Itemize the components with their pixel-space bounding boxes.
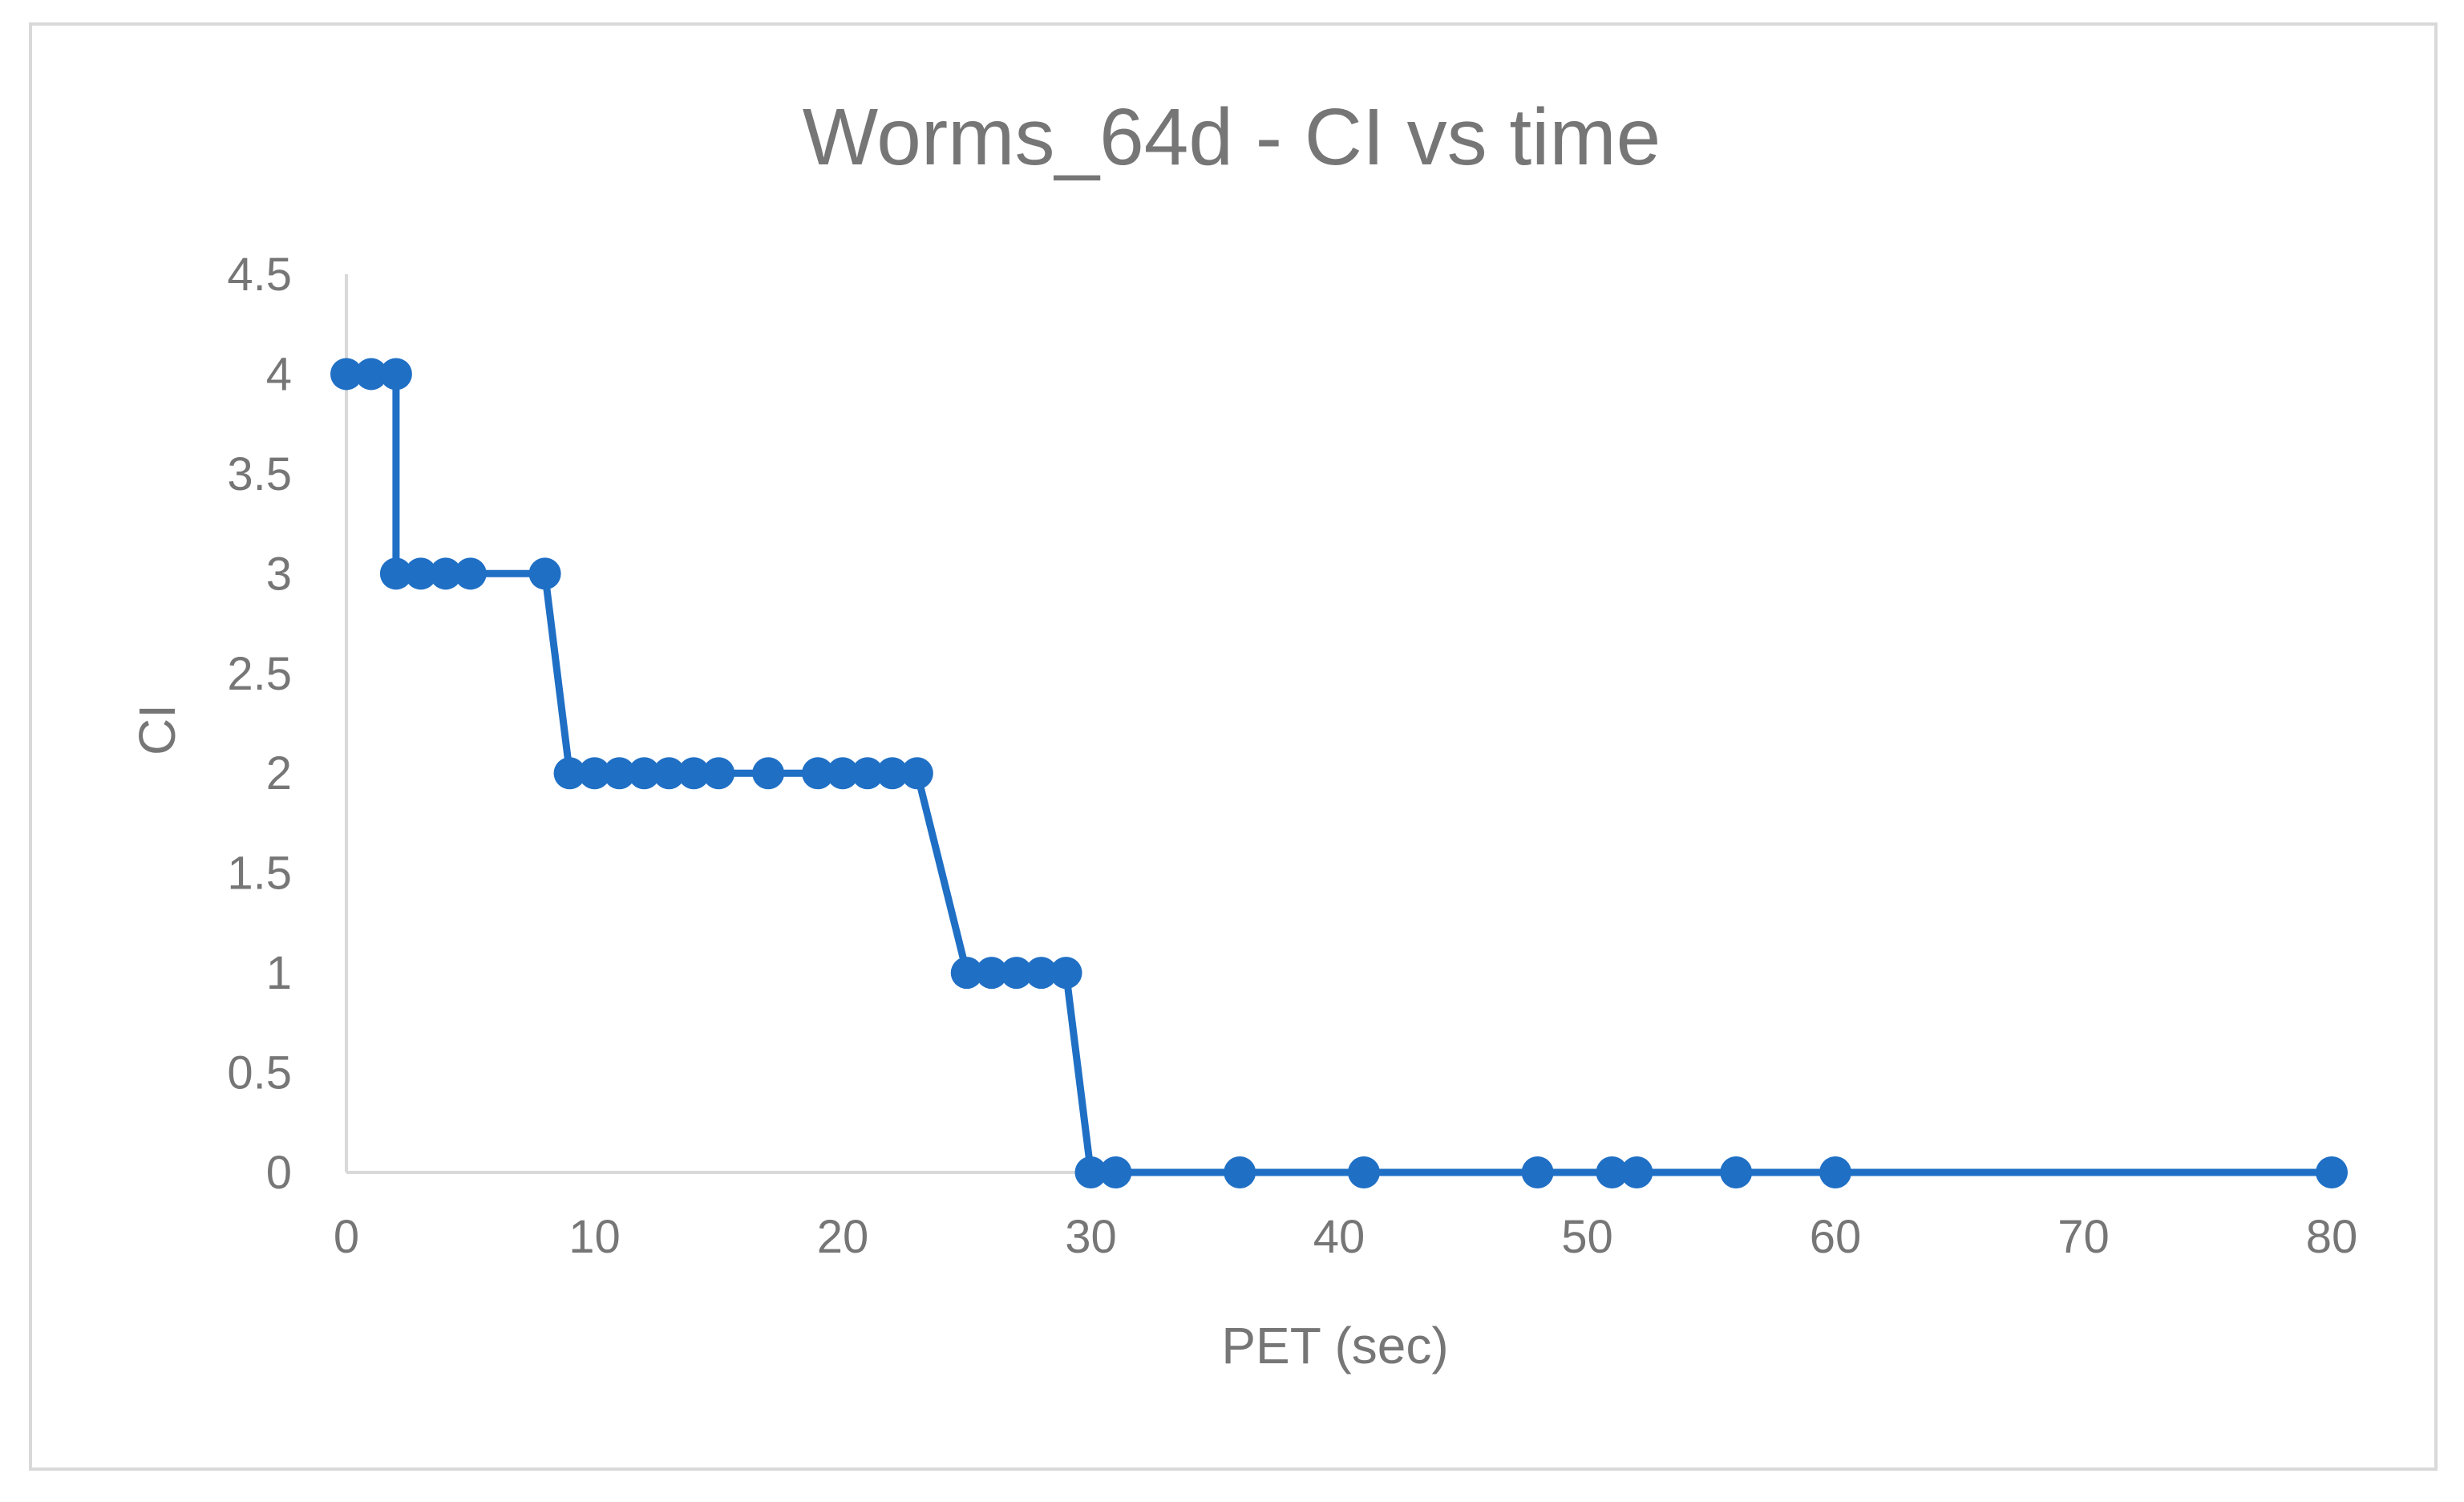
y-tick-label: 1 (266, 947, 292, 999)
data-point (404, 557, 437, 590)
y-tick-label: 4.5 (227, 249, 292, 301)
data-point (1620, 1156, 1653, 1188)
y-tick-label: 0 (266, 1147, 292, 1199)
data-point (827, 757, 859, 790)
data-point (379, 557, 412, 590)
data-point (950, 957, 983, 990)
data-point (1099, 1156, 1132, 1188)
x-axis-title: PET (sec) (1221, 1317, 1448, 1374)
data-point (1347, 1156, 1380, 1188)
y-tick-label: 2 (266, 747, 292, 800)
data-point (379, 358, 412, 391)
data-point (653, 757, 686, 790)
data-point (1000, 957, 1033, 990)
series-ci (330, 358, 2348, 1188)
data-point (975, 957, 1008, 990)
x-tick-label: 10 (568, 1211, 621, 1263)
y-tick-labels: 0 0.5 1 1.5 2 2.5 3 3.5 4 4.5 (227, 249, 292, 1199)
data-point (1720, 1156, 1753, 1188)
data-point (1596, 1156, 1629, 1188)
data-point (603, 757, 636, 790)
chart-frame (29, 22, 2438, 1471)
x-tick-label: 20 (817, 1211, 869, 1263)
y-axis-title: CI (128, 704, 186, 755)
data-point (1224, 1156, 1256, 1188)
data-point (553, 757, 586, 790)
data-point (876, 757, 908, 790)
x-tick-label: 70 (2057, 1211, 2110, 1263)
data-point (1050, 957, 1082, 990)
data-point (528, 557, 561, 590)
x-tick-label: 30 (1065, 1211, 1117, 1263)
x-tick-label: 60 (1810, 1211, 1862, 1263)
y-tick-label: 4 (266, 348, 292, 400)
y-tick-label: 3.5 (227, 448, 292, 500)
data-point (1521, 1156, 1554, 1188)
y-tick-label: 1.5 (227, 848, 292, 900)
data-point (802, 757, 835, 790)
x-tick-label: 40 (1313, 1211, 1366, 1263)
data-point (1819, 1156, 1851, 1188)
chart-title: Worms_64d - CI vs time (803, 92, 1661, 182)
y-tick-label: 3 (266, 548, 292, 600)
data-point (429, 557, 462, 590)
data-point (678, 757, 710, 790)
data-point (752, 757, 785, 790)
series-markers (330, 358, 2348, 1188)
x-tick-labels: 0 10 20 30 40 50 60 70 80 (334, 1211, 2357, 1263)
data-point (330, 358, 362, 391)
data-point (2316, 1156, 2348, 1188)
data-point (354, 358, 387, 391)
data-point (851, 757, 884, 790)
y-tick-label: 0.5 (227, 1047, 292, 1099)
data-point (454, 557, 487, 590)
x-tick-label: 50 (1561, 1211, 1613, 1263)
data-point (1074, 1156, 1107, 1188)
x-tick-label: 0 (334, 1211, 359, 1263)
data-point (578, 757, 611, 790)
x-tick-label: 80 (2306, 1211, 2358, 1263)
axes (345, 274, 2332, 1174)
data-point (702, 757, 735, 790)
y-tick-label: 2.5 (227, 648, 292, 700)
data-point (900, 757, 933, 790)
data-point (1025, 957, 1058, 990)
data-point (628, 757, 661, 790)
